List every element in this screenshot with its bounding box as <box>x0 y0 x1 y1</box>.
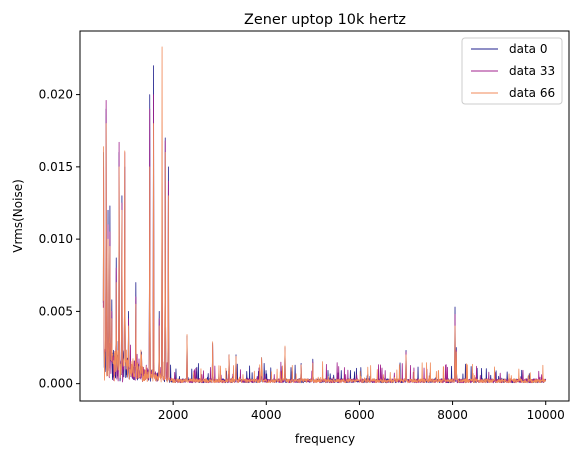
y-axis-label: Vrms(Noise) <box>11 179 25 253</box>
y-tick-label: 0.005 <box>39 304 73 318</box>
x-tick-label: 8000 <box>437 408 468 422</box>
legend-label-data-66: data 66 <box>509 86 555 100</box>
x-tick-label: 4000 <box>251 408 282 422</box>
y-tick-label: 0.020 <box>39 88 73 102</box>
x-tick-label: 6000 <box>344 408 375 422</box>
chart-title: Zener uptop 10k hertz <box>244 12 406 28</box>
legend: data 0 data 33 data 66 <box>462 38 562 104</box>
x-tick-label: 2000 <box>158 408 189 422</box>
legend-label-data-0: data 0 <box>509 42 547 56</box>
y-tick-label: 0.000 <box>39 377 73 391</box>
x-tick-label: 10000 <box>527 408 565 422</box>
y-tick-label: 0.015 <box>39 160 73 174</box>
x-axis-label: frequency <box>295 432 355 446</box>
legend-label-data-33: data 33 <box>509 64 555 78</box>
y-tick-label: 0.010 <box>39 232 73 246</box>
